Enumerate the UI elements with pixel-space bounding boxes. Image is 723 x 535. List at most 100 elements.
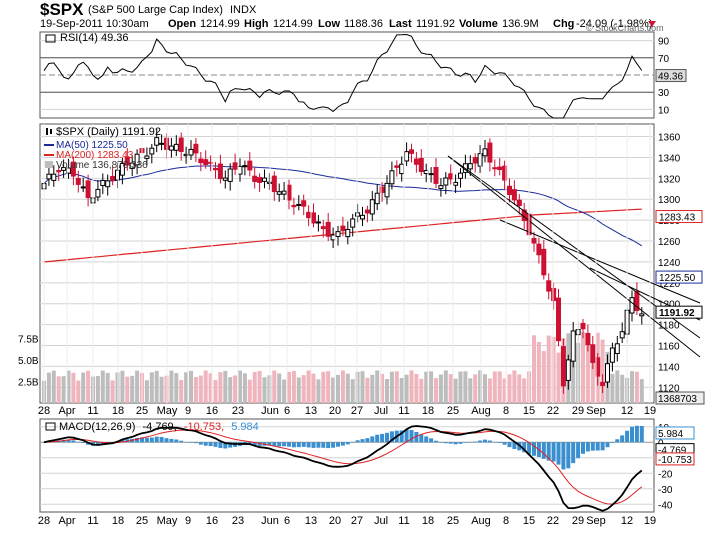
x-tick-label-price: 6 bbox=[284, 405, 290, 417]
candle-body bbox=[286, 184, 292, 201]
x-axis: 28 28 Apr Apr 11 11 18 18 25 25 May May 9 9 16 16 23 23 Ju… bbox=[38, 124, 656, 527]
candle-body bbox=[467, 163, 473, 170]
volume-bar bbox=[154, 370, 159, 403]
x-tick-label-price: Jul bbox=[374, 405, 388, 417]
candle-body bbox=[134, 153, 140, 166]
macd-histogram-bar bbox=[541, 442, 546, 459]
volume-bar bbox=[394, 371, 399, 403]
volume-bar bbox=[502, 378, 507, 403]
volume-bar bbox=[536, 341, 541, 403]
volume-bar bbox=[169, 370, 174, 403]
candle-body bbox=[325, 221, 331, 237]
candle-body bbox=[551, 287, 557, 302]
candle-body bbox=[619, 331, 625, 339]
candle-body bbox=[46, 173, 52, 180]
volume-bar bbox=[399, 377, 404, 403]
candle-body bbox=[487, 142, 493, 163]
volume-tag bbox=[655, 391, 705, 405]
price-tag-ma200-label: 1283.43 bbox=[659, 213, 696, 224]
volume-bar bbox=[336, 374, 340, 403]
macd-histogram-bar bbox=[468, 441, 473, 443]
volume-bar bbox=[257, 370, 262, 403]
candle-body bbox=[335, 231, 341, 237]
macd-histogram-bar bbox=[140, 437, 144, 443]
macd-histogram-bar bbox=[487, 440, 492, 443]
macd-histogram-bar bbox=[203, 442, 208, 446]
volume-bar bbox=[287, 371, 291, 403]
volume-bar bbox=[590, 348, 595, 403]
price-tick-label: 1160 bbox=[658, 342, 680, 353]
macd-histogram-bar bbox=[154, 436, 159, 443]
volume-bar bbox=[473, 374, 478, 403]
x-tick-label-macd: 11 bbox=[398, 515, 409, 527]
volume-bar bbox=[458, 371, 463, 403]
x-tick-label-price: 29 bbox=[572, 405, 584, 417]
macd-histogram-bar bbox=[389, 431, 394, 443]
candle-body bbox=[168, 145, 174, 151]
x-tick-label-price: 8 bbox=[503, 405, 509, 417]
date-time: 19-Sep-2011 10:30am bbox=[40, 18, 149, 30]
macd-histogram-bar bbox=[585, 442, 590, 452]
macd-histogram-bar bbox=[76, 441, 81, 443]
low-label: Low bbox=[318, 18, 340, 30]
volume-bar bbox=[556, 352, 561, 403]
macd-tick-label: -20 bbox=[658, 469, 673, 480]
candle-body bbox=[85, 180, 91, 199]
price-tick-label: 1300 bbox=[658, 195, 681, 206]
volume-bar bbox=[252, 372, 257, 403]
macd-histogram-bar bbox=[566, 442, 571, 469]
candle-body bbox=[600, 381, 606, 387]
candle-body bbox=[360, 214, 365, 220]
candle-body bbox=[56, 170, 62, 173]
macd-histogram-bar bbox=[169, 438, 174, 443]
candle-body bbox=[247, 160, 253, 171]
volume-bar bbox=[105, 372, 110, 403]
macd-tag-hist bbox=[655, 426, 695, 440]
candle-body bbox=[80, 186, 86, 189]
macd-histogram-bar bbox=[301, 442, 306, 447]
x-tick-label-price: Sep bbox=[586, 405, 606, 417]
price-tick-label: 1140 bbox=[658, 362, 680, 373]
candle-body bbox=[433, 167, 439, 184]
volume-bar bbox=[277, 373, 282, 403]
macd-histogram-bar bbox=[208, 442, 213, 447]
candle-body bbox=[541, 248, 547, 276]
volume-bar bbox=[639, 379, 644, 403]
candle-body bbox=[173, 143, 179, 151]
macd-histogram-bar bbox=[71, 440, 76, 443]
macd-histogram-bar bbox=[424, 436, 429, 443]
macd-histogram-bar bbox=[135, 437, 140, 443]
volume-bar bbox=[497, 371, 502, 403]
candle-body bbox=[188, 148, 194, 156]
candle-body bbox=[306, 211, 312, 219]
macd-histogram-bar bbox=[473, 441, 478, 443]
macd-histogram-bar bbox=[149, 437, 154, 443]
macd-histogram-bar bbox=[443, 442, 448, 444]
rsi-line bbox=[43, 33, 643, 119]
volume-bar bbox=[463, 371, 468, 403]
volume-bar bbox=[242, 373, 247, 403]
macd-histogram-bar bbox=[434, 440, 438, 443]
macd-histogram-bar bbox=[399, 430, 404, 443]
macd-tag-signal bbox=[655, 452, 695, 466]
volume-tick-label: 5.0B bbox=[18, 356, 39, 367]
x-tick-label-price: 9 bbox=[185, 405, 191, 417]
candle-body bbox=[389, 170, 395, 185]
volume-bar bbox=[478, 370, 483, 403]
open-label: Open bbox=[168, 18, 196, 30]
volume-bar bbox=[507, 374, 512, 403]
macd-histogram-bar bbox=[380, 433, 385, 443]
chg-value: -24.09 (-1.98%) bbox=[576, 18, 652, 30]
x-tick-label-macd: 27 bbox=[351, 515, 363, 527]
volume-bar bbox=[189, 370, 193, 403]
volume-bar bbox=[213, 379, 218, 403]
candle-body bbox=[492, 167, 498, 170]
volume-bar bbox=[438, 374, 443, 403]
candle-body bbox=[379, 186, 385, 193]
macd-histogram-bar bbox=[615, 439, 620, 443]
macd-legend-signal: -10.753, bbox=[184, 421, 224, 433]
candle-body bbox=[320, 226, 326, 230]
candle-body bbox=[266, 181, 272, 184]
x-tick-label-price: 15 bbox=[523, 405, 535, 417]
candle-body bbox=[355, 212, 361, 217]
